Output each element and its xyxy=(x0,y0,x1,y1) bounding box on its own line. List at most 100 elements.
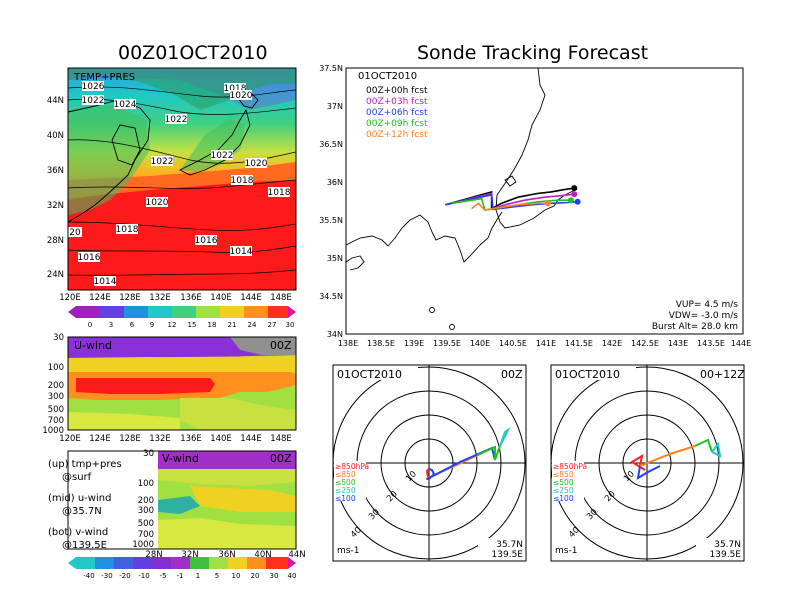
hodo-left-units: ms-1 xyxy=(337,546,359,556)
svg-text:124E: 124E xyxy=(89,434,111,444)
hodo-left-levels: ≥850hPa ≤850 ≤500 ≤250 ≤100 xyxy=(334,461,369,503)
svg-text:144E: 144E xyxy=(240,434,262,444)
hodo-right-units: ms-1 xyxy=(555,546,577,556)
svg-text:140E: 140E xyxy=(210,434,232,444)
svg-text:700: 700 xyxy=(138,530,154,540)
isobar-label: 1018 xyxy=(224,83,247,94)
hodo-left-date: 01OCT2010 xyxy=(337,368,402,381)
svg-text:≥850hPa: ≥850hPa xyxy=(553,462,587,471)
svg-text:1014: 1014 xyxy=(94,277,117,287)
svg-text:36.5N: 36.5N xyxy=(319,140,343,149)
isobar-label: 1024 xyxy=(114,99,137,110)
svg-text:-1: -1 xyxy=(177,572,184,580)
svg-text:500: 500 xyxy=(138,519,154,529)
hodo-left-lon: 139.5E xyxy=(492,550,524,560)
svg-text:100: 100 xyxy=(138,479,154,489)
svg-text:132E: 132E xyxy=(149,434,171,444)
lon-tick: 128E xyxy=(119,293,141,303)
svg-text:300: 300 xyxy=(138,506,154,516)
svg-text:1014: 1014 xyxy=(230,247,253,257)
svg-text:1016: 1016 xyxy=(195,236,218,246)
svg-text:34N: 34N xyxy=(327,330,343,339)
v-wind-time: 00Z xyxy=(270,452,292,465)
u-wind-label: U-wind xyxy=(74,339,112,352)
track-lines xyxy=(445,185,581,212)
hodo-left-lat: 35.7N xyxy=(496,540,523,550)
svg-text:≤850: ≤850 xyxy=(335,470,356,479)
svg-text:-40: -40 xyxy=(83,572,94,580)
svg-text:-30: -30 xyxy=(101,572,112,580)
track-date: 01OCT2010 xyxy=(358,71,417,82)
svg-text:-20: -20 xyxy=(119,572,130,580)
surface-lat-axis: 44N 40N 36N 32N 28N 24N xyxy=(47,96,64,280)
svg-text:≤500: ≤500 xyxy=(553,478,574,487)
svg-text:200: 200 xyxy=(48,381,64,391)
hodo-left-trace xyxy=(425,427,511,480)
svg-text:36N: 36N xyxy=(327,178,343,187)
svg-text:120E: 120E xyxy=(59,434,81,444)
hodo-right-trace xyxy=(630,438,722,480)
u-wind-lon-axis: 120E 124E 128E 132E 136E 140E 144E 148E xyxy=(59,434,292,444)
svg-text:12: 12 xyxy=(168,321,177,329)
svg-text:200: 200 xyxy=(138,496,154,506)
svg-text:24: 24 xyxy=(248,321,257,329)
svg-text:1022: 1022 xyxy=(151,157,174,167)
svg-text:20: 20 xyxy=(251,572,260,580)
svg-text:1016: 1016 xyxy=(78,253,101,263)
svg-text:34.5N: 34.5N xyxy=(319,292,343,301)
hodograph-left: 01OCT2010 00Z 10 20 30 40 ≥850hPa ≤850 ≤… xyxy=(332,364,527,562)
lat-tick: 28N xyxy=(47,236,64,246)
svg-text:142E: 142E xyxy=(602,339,622,348)
svg-text:0: 0 xyxy=(88,321,92,329)
svg-text:1000: 1000 xyxy=(132,540,154,550)
lat-tick: 44N xyxy=(47,96,64,106)
surface-map-label: TEMP+PRES xyxy=(73,72,135,83)
svg-text:20: 20 xyxy=(69,228,81,238)
svg-text:300: 300 xyxy=(48,392,64,402)
svg-text:143.5E: 143.5E xyxy=(697,339,725,348)
note-line: @139.5E xyxy=(62,540,107,551)
svg-text:142.5E: 142.5E xyxy=(631,339,659,348)
lon-tick: 120E xyxy=(59,293,81,303)
isobar-label: 1022 xyxy=(82,95,104,106)
hodo-right-lon: 139.5E xyxy=(710,550,742,560)
svg-text:9: 9 xyxy=(150,321,154,329)
isobar-label: 1020 xyxy=(230,90,253,101)
burst-text: Burst Alt= 28.0 km xyxy=(652,322,738,332)
svg-text:27: 27 xyxy=(268,321,277,329)
u-wind-pressure-axis: 30 100 200 300 500 700 1000 xyxy=(42,333,64,436)
track-lat-axis: 37.5N 37N 36.5N 36N 35.5N 35N 34.5N 34N xyxy=(319,64,343,339)
svg-text:1: 1 xyxy=(196,572,200,580)
legend-entry: 00Z+12h fcst xyxy=(366,130,428,140)
svg-text:30: 30 xyxy=(143,449,154,459)
svg-text:1018: 1018 xyxy=(268,188,291,198)
svg-text:≤250: ≤250 xyxy=(553,486,574,495)
legend-entry: 00Z+03h fcst xyxy=(366,97,428,107)
svg-text:141E: 141E xyxy=(536,339,556,348)
isobar-label: 1018 xyxy=(231,175,254,186)
svg-text:15: 15 xyxy=(188,321,197,329)
left-date-title: 00Z01OCT2010 xyxy=(118,42,268,64)
u-wind-time: 00Z xyxy=(270,339,292,352)
surface-colorbar: 0 3 6 9 12 15 18 21 24 27 30 xyxy=(68,306,296,329)
vup-text: VUP= 4.5 m/s xyxy=(676,300,739,310)
svg-text:136E: 136E xyxy=(180,434,202,444)
svg-text:128E: 128E xyxy=(119,434,141,444)
lat-tick: 32N xyxy=(47,201,64,211)
v-wind-colorbar: -40 -30 -20 -10 -5 -1 1 5 10 20 30 40 xyxy=(68,557,296,580)
svg-text:40: 40 xyxy=(288,572,297,580)
lon-tick: 148E xyxy=(270,293,292,303)
svg-text:1018: 1018 xyxy=(224,84,247,94)
isobar-label: 1022 xyxy=(151,156,174,167)
note-line: (mid) u-wind xyxy=(48,493,112,504)
svg-text:3: 3 xyxy=(109,321,113,329)
note-line: (bot) v-wind xyxy=(48,527,109,538)
svg-text:37.5N: 37.5N xyxy=(319,64,343,73)
track-landing-point xyxy=(544,200,551,207)
svg-text:18: 18 xyxy=(208,321,217,329)
main-title: Sonde Tracking Forecast xyxy=(417,42,649,64)
note-line: (up) tmp+pres xyxy=(48,459,122,470)
hodo-right-time: 00+12Z xyxy=(700,368,745,381)
note-line: @surf xyxy=(62,472,92,483)
isobar-label: 1020 xyxy=(146,197,169,208)
